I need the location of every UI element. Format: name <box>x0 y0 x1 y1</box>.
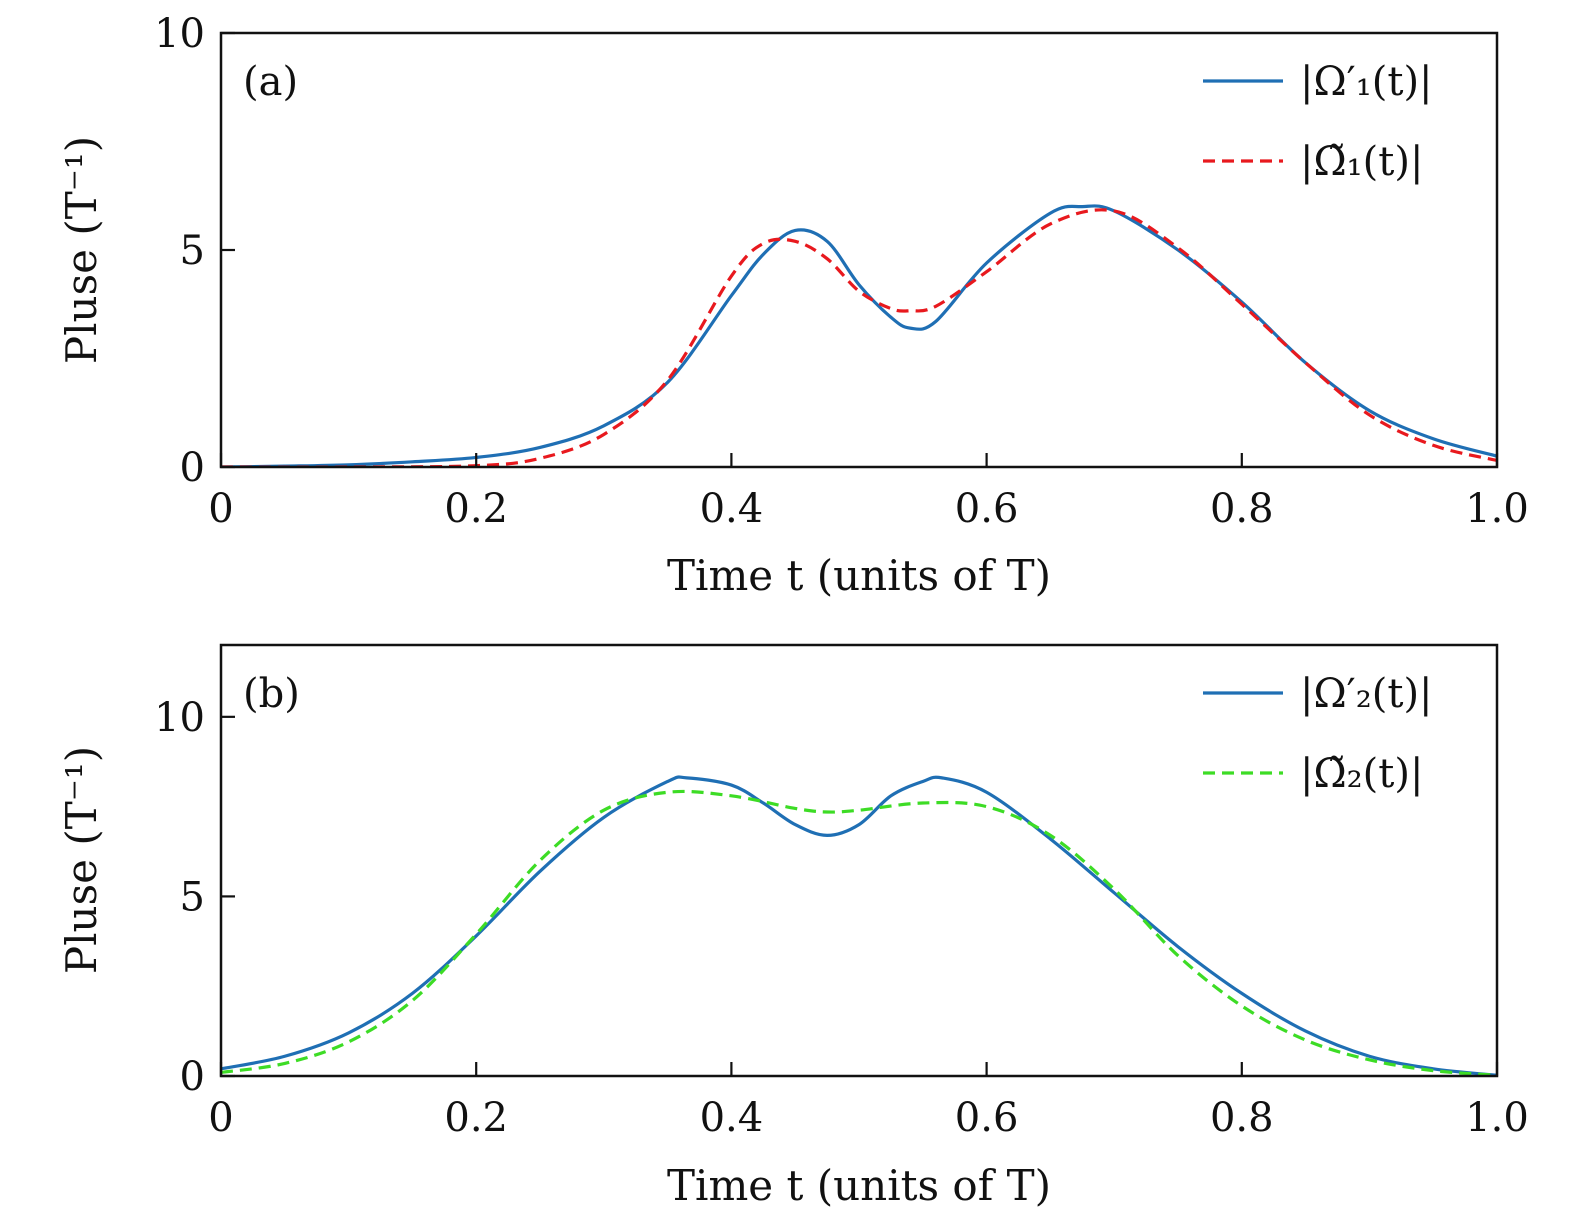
x-axis-title: Time t (units of T) <box>667 551 1051 600</box>
y-axis-title: Pluse (T⁻¹) <box>57 746 106 974</box>
panel-label: (b) <box>243 671 300 717</box>
x-tick-label: 0.2 <box>444 1095 508 1141</box>
x-tick-label: 0.4 <box>700 486 764 532</box>
panel-b: 0 0.2 0.4 0.6 0.8 1.0 0 5 10 Time t (units of T) P… <box>57 643 1529 1210</box>
series-line-solid <box>221 204 1497 467</box>
panel-a: 0 0.2 0.4 0.6 0.8 1.0 0 5 10 Time t (units of T) P… <box>57 11 1529 600</box>
y-tick-label: 0 <box>180 1054 205 1100</box>
x-tick-label: 0 <box>208 1095 233 1141</box>
y-tick-label: 0 <box>180 445 205 491</box>
x-tick-label: 0 <box>208 486 233 532</box>
y-tick-label: 10 <box>154 695 205 741</box>
series-line-dashed <box>221 789 1497 1076</box>
x-tick-label: 0.8 <box>1210 1095 1274 1141</box>
legend-label: |Ω′₂(t)| <box>1300 671 1433 717</box>
y-tick-label: 5 <box>180 228 205 274</box>
x-tick-label: 0.2 <box>444 486 508 532</box>
panel-label: (a) <box>243 59 298 105</box>
legend-label: |Ω′₁(t)| <box>1300 59 1433 105</box>
y-tick-label: 5 <box>180 874 205 920</box>
legend-label: |Ω̃₂(t)| <box>1300 751 1423 797</box>
x-tick-label: 0.4 <box>700 1095 764 1141</box>
x-tick-label: 1.0 <box>1465 486 1529 532</box>
x-tick-label: 1.0 <box>1465 1095 1529 1141</box>
series-line-solid <box>221 775 1497 1076</box>
series-line-dashed <box>221 208 1497 467</box>
y-tick-label: 10 <box>154 11 205 57</box>
x-tick-label: 0.6 <box>955 1095 1019 1141</box>
x-tick-label: 0.8 <box>1210 486 1274 532</box>
legend-label: |Ω̃₁(t)| <box>1300 139 1423 185</box>
plot-frame <box>219 643 1499 1078</box>
y-axis-title: Pluse (T⁻¹) <box>57 136 106 364</box>
legend: |Ω′₂(t)| |Ω̃₂(t)| <box>1203 671 1433 797</box>
x-axis-title: Time t (units of T) <box>667 1161 1051 1210</box>
x-tick-label: 0.6 <box>955 486 1019 532</box>
legend: |Ω′₁(t)| |Ω̃₁(t)| <box>1203 59 1433 185</box>
